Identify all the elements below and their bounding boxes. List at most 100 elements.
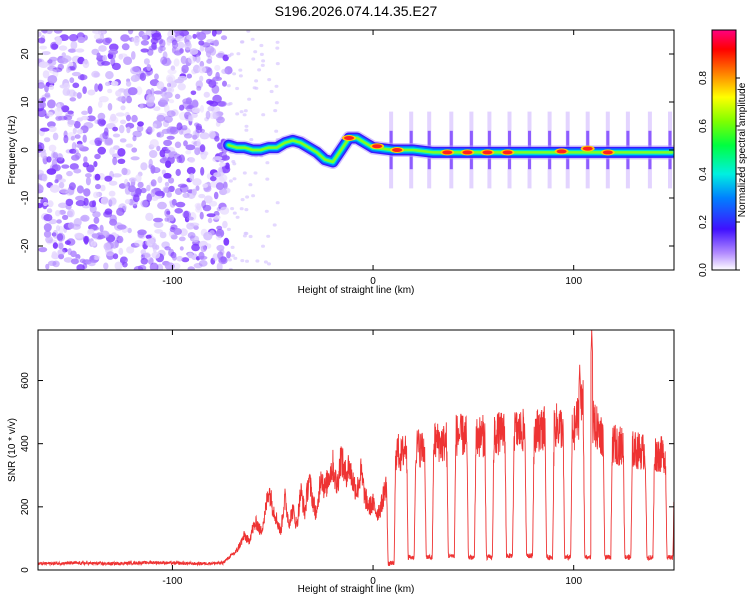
noise-blob <box>41 97 47 103</box>
noise-blob <box>98 45 107 52</box>
noise-blob <box>131 114 138 123</box>
noise-blob <box>102 37 111 46</box>
noise-blob <box>48 125 57 133</box>
noise-blob <box>238 68 243 72</box>
noise-blob <box>175 35 184 42</box>
noise-blob <box>44 84 49 93</box>
noise-blob <box>257 68 262 72</box>
noise-blob <box>222 80 227 87</box>
noise-blob <box>102 54 107 62</box>
x-tick-label: -100 <box>162 276 182 287</box>
noise-blob <box>127 227 132 234</box>
noise-blob <box>58 209 66 215</box>
noise-blob <box>173 50 182 56</box>
noise-blob <box>47 75 58 84</box>
noise-blob <box>235 86 240 91</box>
noise-blob <box>140 249 147 255</box>
peak-marker <box>462 150 473 155</box>
noise-blob <box>105 71 114 80</box>
noise-blob <box>247 97 252 101</box>
colorbar: 0.0 0.2 0.4 0.6 0.8 Normalized spectral ampl… <box>698 29 748 277</box>
noise-blob <box>223 237 230 246</box>
noise-blob <box>38 108 47 118</box>
noise-blob <box>153 221 164 228</box>
noise-blob <box>191 188 197 196</box>
noise-blob <box>230 207 235 211</box>
noise-blob <box>69 163 79 170</box>
x-tick-label: 100 <box>565 276 582 287</box>
y-tick-label: 400 <box>20 435 31 452</box>
colorbar-ticks: 0.0 0.2 0.4 0.6 0.8 <box>698 71 740 277</box>
noise-blob <box>166 82 172 88</box>
snr-y-label: SNR (10 * v/v) <box>7 418 18 482</box>
noise-blob <box>57 115 68 121</box>
noise-blob <box>72 82 80 89</box>
noise-blob <box>132 66 140 73</box>
noise-blob <box>215 182 224 191</box>
noise-blob <box>125 143 133 148</box>
noise-blob <box>139 72 146 82</box>
noise-blob <box>187 232 196 239</box>
noise-blob <box>70 250 77 258</box>
noise-blob <box>244 128 249 132</box>
peak-marker <box>502 150 513 155</box>
noise-blob <box>73 149 79 155</box>
noise-blob <box>40 127 50 132</box>
noise-blob <box>51 43 59 50</box>
noise-blob <box>207 105 215 112</box>
noise-blob <box>82 59 90 69</box>
noise-blob <box>45 235 54 244</box>
noise-blob <box>177 41 185 49</box>
noise-blob <box>108 180 118 186</box>
noise-blob <box>239 207 244 211</box>
noise-blob <box>131 147 138 153</box>
noise-blob <box>52 67 63 73</box>
noise-blob <box>58 57 69 64</box>
noise-blob <box>82 235 90 244</box>
noise-blob <box>164 181 170 187</box>
noise-blob <box>173 228 183 235</box>
y-tick-label: 0 <box>20 567 31 573</box>
noise-blob <box>146 126 155 133</box>
noise-blob <box>244 231 249 236</box>
noise-blob <box>119 256 128 264</box>
noise-blob <box>213 172 222 178</box>
noise-blob <box>156 263 164 270</box>
noise-blob <box>76 144 84 149</box>
noise-blob <box>239 40 244 44</box>
noise-blob <box>199 132 210 140</box>
noise-blob <box>164 217 170 222</box>
noise-blob <box>118 247 124 255</box>
noise-blob <box>74 134 81 139</box>
peak-marker <box>482 150 493 155</box>
noise-blob <box>66 132 76 141</box>
noise-blob <box>119 53 128 58</box>
snr-axes: -100 0 100 0 200 400 600 <box>20 330 674 587</box>
noise-blob <box>235 112 240 116</box>
noise-blob <box>73 168 82 174</box>
noise-blob <box>112 133 121 138</box>
noise-blob <box>70 40 78 50</box>
noise-blob <box>166 135 175 140</box>
noise-blob <box>69 97 77 102</box>
noise-blob <box>166 126 176 135</box>
y-tick-label: 10 <box>20 96 31 108</box>
noise-blob <box>165 160 172 168</box>
noise-blob <box>98 100 103 108</box>
noise-blob <box>58 242 64 250</box>
noise-blob <box>62 214 69 220</box>
noise-blob <box>232 211 237 215</box>
spectrogram-y-label: Frequency (Hz) <box>7 116 18 185</box>
noise-blob <box>100 184 106 192</box>
snr-panel: -100 0 100 0 200 400 600 Height of straight li… <box>7 329 675 595</box>
x-tick-label: 0 <box>370 276 376 287</box>
noise-blob <box>121 43 130 51</box>
peak-marker <box>372 144 383 149</box>
noise-blob <box>181 125 188 131</box>
noise-blob <box>114 261 123 270</box>
noise-blob <box>205 50 212 58</box>
noise-blob <box>240 198 245 202</box>
colorbar-gradient <box>711 29 737 271</box>
noise-blob <box>46 168 57 175</box>
